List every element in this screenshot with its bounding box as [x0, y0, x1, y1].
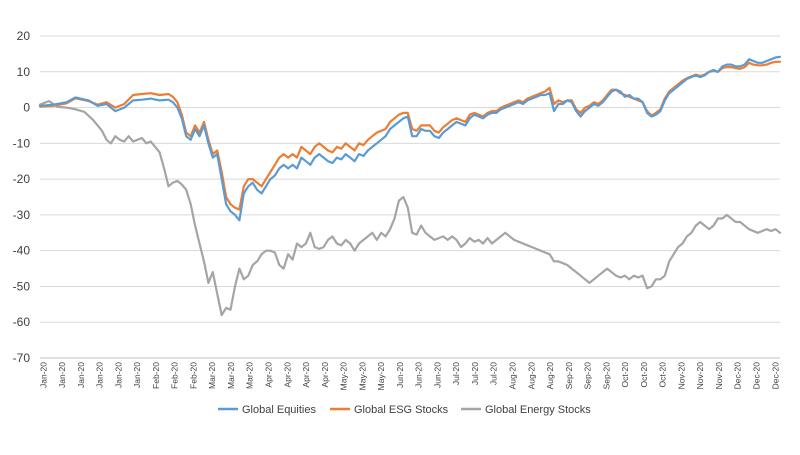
x-tick-label: Dec-20 [733, 362, 743, 390]
y-tick-label: -40 [13, 244, 31, 258]
y-tick-label: -50 [13, 279, 31, 293]
x-tick-label: Feb-20 [188, 362, 198, 389]
x-tick-label: Apr-20 [320, 362, 330, 388]
x-tick-label: Sep-20 [601, 362, 611, 390]
x-tick-label: Aug-20 [545, 362, 555, 390]
x-tick-label: Jun-20 [414, 362, 424, 388]
x-tick-label: Nov-20 [714, 362, 724, 390]
y-tick-label: -30 [13, 208, 31, 222]
y-tick-label: -10 [13, 136, 31, 150]
x-tick-label: Nov-20 [695, 362, 705, 390]
x-tick-label: Oct-20 [658, 362, 668, 388]
x-tick-label: Jan-20 [38, 362, 48, 388]
x-tick-label: Aug-20 [507, 362, 517, 390]
x-tick-label: Apr-20 [263, 362, 273, 388]
x-tick-label: May-20 [376, 362, 386, 391]
legend-label-global-energy-stocks: Global Energy Stocks [485, 404, 591, 416]
legend-label-global-esg-stocks: Global ESG Stocks [354, 404, 449, 416]
x-tick-label: Jan-20 [57, 362, 67, 388]
x-tick-label: Mar-20 [245, 362, 255, 389]
grid-lines [40, 35, 780, 359]
x-tick-label: Jun-20 [395, 362, 405, 388]
x-tick-label: Apr-20 [282, 362, 292, 388]
x-tick-label: May-20 [357, 362, 367, 391]
y-tick-label: -20 [13, 172, 31, 186]
x-tick-label: Mar-20 [207, 362, 217, 389]
x-tick-label: Nov-20 [676, 362, 686, 390]
y-tick-label: 10 [17, 65, 31, 79]
x-tick-label: Jan-20 [113, 362, 123, 388]
x-tick-label: Feb-20 [170, 362, 180, 389]
x-tick-label: Jan-20 [76, 362, 86, 388]
x-tick-label: Sep-20 [564, 362, 574, 390]
legend: Global Equities Global ESG Stocks Global E… [218, 404, 591, 416]
x-tick-label: Jan-20 [132, 362, 142, 388]
x-tick-label: Jul-20 [451, 362, 461, 385]
x-tick-label: Aug-20 [526, 362, 536, 390]
y-axis-ticks: 20 10 0 -10 -20 -30 -40 -50 -60 -70 [13, 29, 31, 365]
series-line-global-esg-stocks [38, 60, 782, 211]
y-tick-label: 20 [17, 29, 31, 43]
x-tick-label: Oct-20 [620, 362, 630, 388]
x-tick-label: Jan-20 [95, 362, 105, 388]
y-tick-label: -60 [13, 315, 31, 329]
x-axis-ticks: Jan-20 Jan-20 Jan-20 Jan-20 Jan-20 Jan-20 Feb-… [38, 362, 780, 391]
x-tick-label: Feb-20 [151, 362, 161, 389]
x-tick-label: May-20 [339, 362, 349, 391]
x-tick-label: Apr-20 [301, 362, 311, 388]
series-line-global-equities [38, 55, 782, 222]
y-tick-label: 0 [23, 101, 30, 115]
series-lines [38, 55, 782, 317]
series-line-global-energy-stocks [38, 99, 782, 317]
y-tick-label: -70 [13, 351, 31, 365]
x-tick-label: Mar-20 [226, 362, 236, 389]
x-tick-label: Jul-20 [489, 362, 499, 385]
x-tick-label: Sep-20 [583, 362, 593, 390]
x-tick-label: Dec-20 [751, 362, 761, 390]
legend-label-global-equities: Global Equities [242, 404, 316, 416]
x-tick-label: Oct-20 [639, 362, 649, 388]
x-tick-label: Jul-20 [470, 362, 480, 385]
x-tick-label: Dec-20 [770, 362, 780, 390]
x-tick-label: Jun-20 [432, 362, 442, 388]
